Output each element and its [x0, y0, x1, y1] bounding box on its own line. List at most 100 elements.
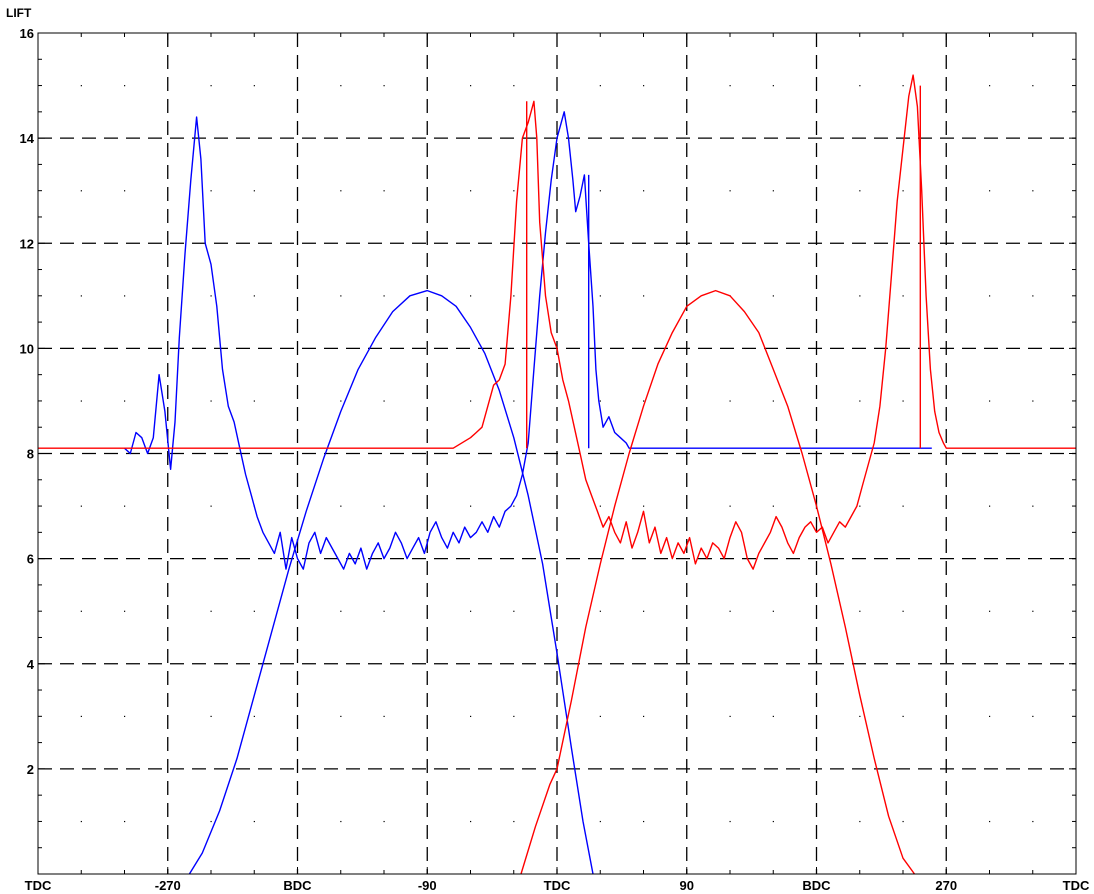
grid-dot — [340, 85, 342, 87]
grid-dot — [124, 400, 126, 402]
grid-dot — [210, 400, 212, 402]
grid-dot — [383, 610, 385, 612]
grid-dot — [80, 85, 82, 87]
x-tick-label: -270 — [155, 878, 181, 893]
grid-dot — [772, 715, 774, 718]
grid-dot — [340, 715, 342, 718]
grid-dot — [1032, 85, 1034, 87]
grid-dot — [902, 85, 904, 87]
grid-dot — [1032, 190, 1034, 192]
grid-dot — [124, 505, 126, 507]
grid-dot — [729, 85, 731, 87]
grid-dot — [383, 85, 385, 87]
grid-dot — [902, 295, 904, 297]
grid-dot — [470, 295, 472, 297]
grid-dot — [989, 85, 991, 87]
grid-dot — [383, 190, 385, 192]
grid-dot — [210, 715, 212, 718]
grid-dot — [1032, 820, 1034, 823]
x-tick-label: TDC — [25, 878, 52, 893]
grid-dot — [729, 610, 731, 612]
grid-dot — [772, 400, 774, 402]
grid-dot — [470, 85, 472, 87]
grid-dot — [513, 505, 515, 507]
grid-dot — [470, 715, 472, 718]
grid-dot — [253, 820, 255, 823]
grid-dot — [340, 610, 342, 612]
grid-dot — [340, 505, 342, 507]
grid-dot — [513, 190, 515, 192]
y-tick-label: 10 — [20, 341, 34, 356]
grid-dot — [124, 820, 126, 823]
x-tick-label: TDC — [544, 878, 571, 893]
grid-dot — [513, 610, 515, 612]
grid-dot — [989, 190, 991, 192]
grid-dot — [124, 610, 126, 612]
grid-dot — [859, 505, 861, 507]
grid-dot — [340, 295, 342, 297]
grid-dot — [859, 400, 861, 402]
y-tick-label: 14 — [20, 131, 35, 146]
grid-dot — [643, 400, 645, 402]
grid-dot — [470, 610, 472, 612]
y-tick-label: 6 — [27, 552, 34, 567]
grid-dot — [643, 190, 645, 192]
grid-dot — [989, 400, 991, 402]
grid-dot — [210, 85, 212, 87]
x-tick-label: 270 — [935, 878, 957, 893]
grid-dot — [80, 610, 82, 612]
grid-dot — [253, 610, 255, 612]
series-line-2 — [124, 111, 932, 570]
grid-dot — [124, 715, 126, 718]
grid-dot — [340, 400, 342, 402]
grid-dot — [599, 505, 601, 507]
grid-dot — [210, 610, 212, 612]
grid-dot — [643, 85, 645, 87]
grid-dot — [80, 820, 82, 823]
grid-dot — [470, 820, 472, 823]
grid-dot — [729, 820, 731, 823]
grid-dot — [599, 715, 601, 718]
y-tick-label: 8 — [27, 447, 34, 462]
grid-dot — [729, 505, 731, 507]
grid-dot — [902, 400, 904, 402]
grid-dot — [859, 610, 861, 612]
grid-dot — [772, 505, 774, 507]
plot-series — [38, 74, 1076, 875]
grid-dot — [902, 715, 904, 718]
x-tick-label: TDC — [1063, 878, 1090, 893]
grid-dot — [210, 190, 212, 192]
grid-dot — [772, 610, 774, 612]
grid-dot — [599, 610, 601, 612]
grid-dot — [80, 505, 82, 507]
y-tick-label: 2 — [27, 762, 34, 777]
grid-dot — [1032, 505, 1034, 507]
series-line-3 — [520, 289, 916, 875]
grid-dot — [859, 85, 861, 87]
grid-dot — [383, 505, 385, 507]
axes: 2 4 6 8 10 12 14 16 TDC -270 BDC -90 TDC 90 BDC 270 TDC — [20, 26, 1090, 893]
grid-dot — [599, 820, 601, 823]
y-tick-label: 4 — [27, 657, 35, 672]
grid-dot — [859, 820, 861, 823]
grid-dot — [340, 820, 342, 823]
x-tick-label: BDC — [283, 878, 312, 893]
grid-dot — [124, 85, 126, 87]
grid-dot — [599, 295, 601, 297]
grid-dot — [643, 715, 645, 718]
grid-dot — [513, 295, 515, 297]
grid-dot — [1032, 295, 1034, 297]
grid-dot — [599, 85, 601, 87]
grid-dot — [902, 190, 904, 192]
x-tick-label: 90 — [680, 878, 694, 893]
y-tick-label: 12 — [20, 236, 34, 251]
grid-dot — [80, 295, 82, 297]
grid-dot — [643, 610, 645, 612]
grid-dot — [772, 190, 774, 192]
grid-dot — [470, 190, 472, 192]
grid-dot — [253, 85, 255, 87]
grid-dot — [1032, 400, 1034, 402]
grid-dot — [643, 820, 645, 823]
grid-dot — [643, 295, 645, 297]
